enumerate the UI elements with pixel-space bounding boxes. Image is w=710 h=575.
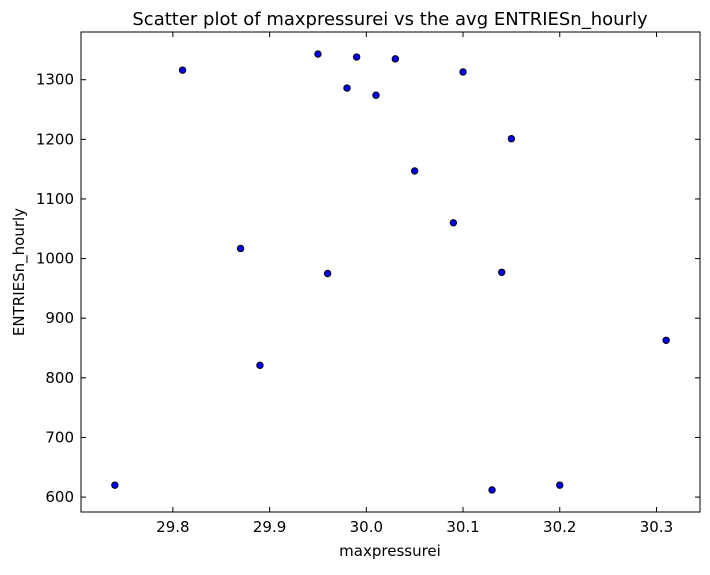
y-tick-label: 800 [45, 369, 74, 387]
data-point [488, 486, 496, 494]
x-tick-label: 30.1 [446, 518, 479, 536]
data-points [111, 50, 670, 494]
y-tick-label: 1100 [36, 190, 74, 208]
y-tick-label: 1300 [36, 71, 74, 89]
data-point [323, 269, 332, 278]
x-tick-label: 30.3 [640, 518, 673, 536]
data-point [343, 84, 351, 92]
x-tick-label: 29.8 [156, 518, 189, 536]
data-point [556, 481, 564, 489]
data-point [391, 55, 400, 63]
data-point [256, 361, 264, 370]
data-point [178, 66, 187, 74]
data-point [111, 481, 119, 489]
data-point [498, 268, 506, 276]
y-tick-label: 600 [45, 488, 74, 506]
y-tick-label: 1200 [36, 130, 74, 148]
y-tick-label: 1000 [36, 250, 74, 268]
data-point [662, 336, 670, 344]
x-tick-label: 30.0 [350, 518, 383, 536]
x-tick-label: 29.9 [253, 518, 286, 536]
data-point [507, 135, 516, 143]
y-axis-label: ENTRIESn_hourly [10, 208, 29, 336]
data-point [410, 167, 419, 175]
x-tick-label: 30.2 [543, 518, 576, 536]
plot-area-frame [80, 31, 701, 513]
data-point [459, 68, 467, 76]
chart-title: Scatter plot of maxpressurei vs the avg … [132, 9, 648, 30]
data-point [352, 53, 361, 61]
y-tick-label: 700 [45, 428, 74, 446]
axis-ticks: 29.8 29.9 30.0 30.1 30.2 30.3 600 700 800 900 1000… [36, 32, 700, 536]
data-point [314, 50, 322, 58]
data-point [372, 91, 380, 99]
x-axis-label: maxpressurei [339, 542, 441, 560]
data-point [236, 244, 245, 253]
y-tick-label: 900 [45, 309, 74, 327]
data-point [449, 219, 458, 227]
